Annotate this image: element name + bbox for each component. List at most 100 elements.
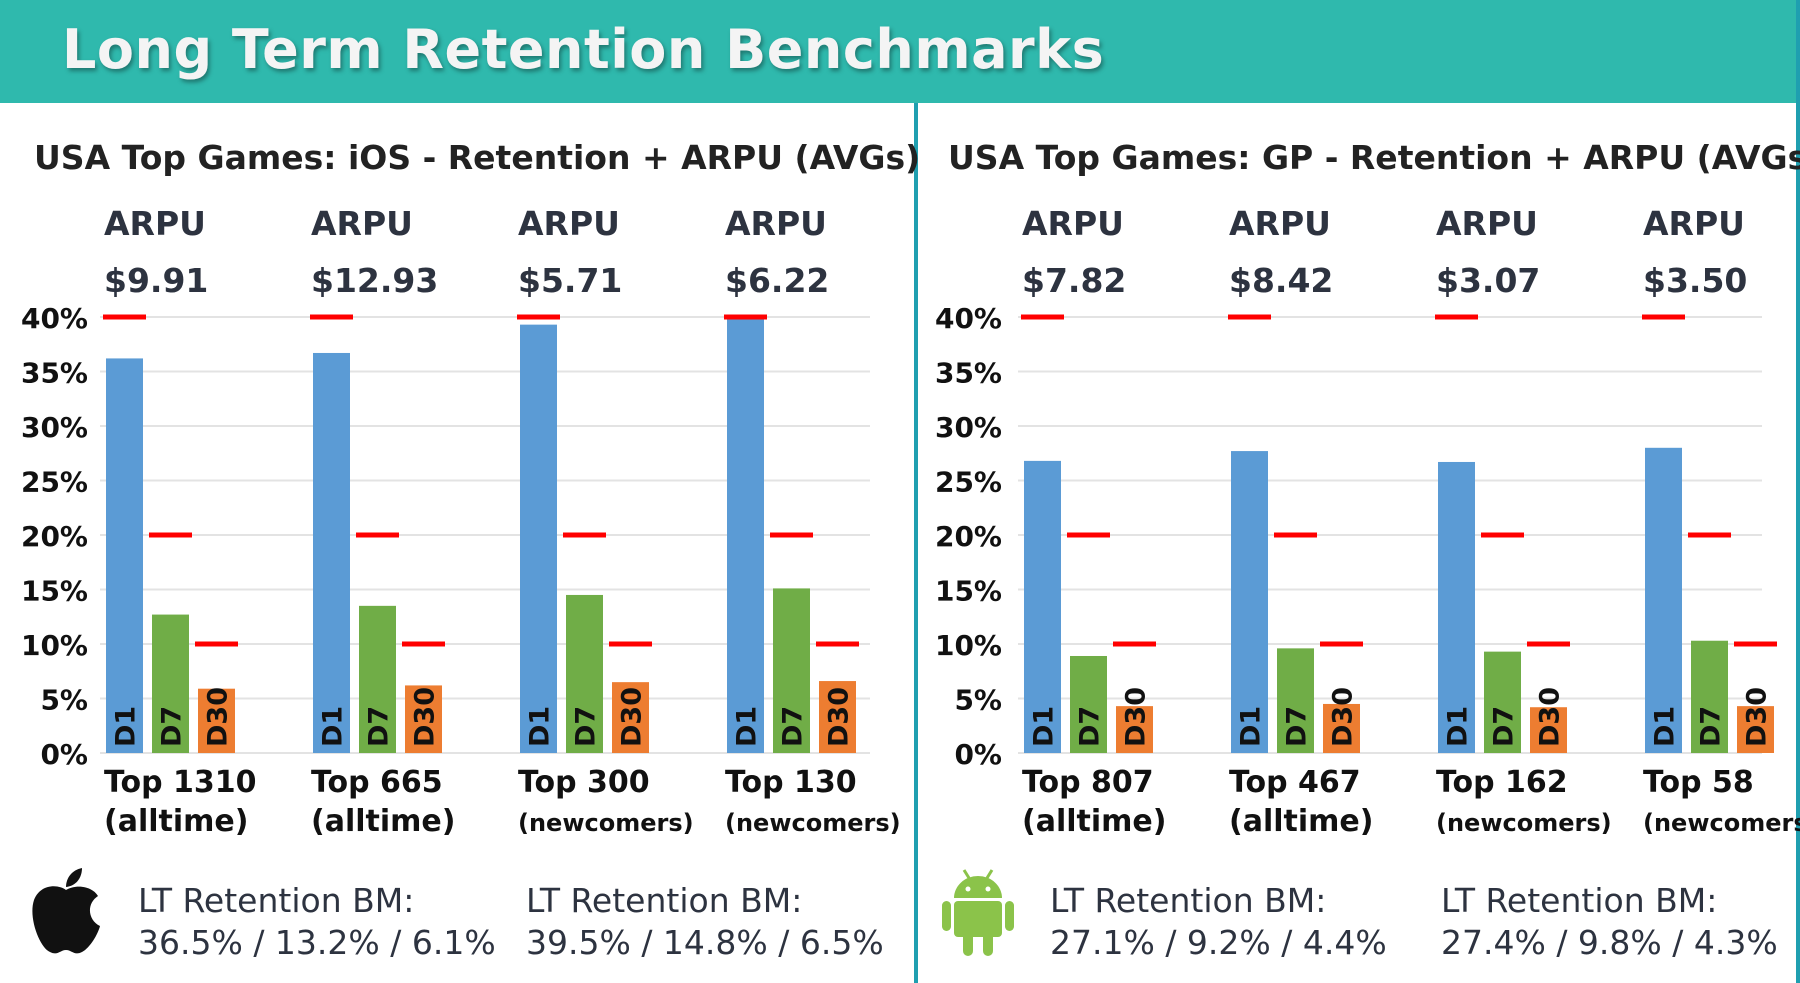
y-tick-label: 35% bbox=[21, 357, 88, 390]
arpu-label: ARPU bbox=[1643, 204, 1745, 243]
bar-label: D7 bbox=[778, 706, 809, 747]
bar-label: D7 bbox=[1075, 706, 1106, 747]
bar-d1 bbox=[1438, 461, 1475, 753]
bar-label: D7 bbox=[364, 706, 395, 747]
ios-chart-title: USA Top Games: iOS - Retention + ARPU (A… bbox=[34, 138, 921, 177]
right-border bbox=[1796, 0, 1800, 983]
y-tick-label: 10% bbox=[935, 629, 1002, 662]
category-sublabel: (newcomers) bbox=[518, 809, 694, 837]
bar-label: D1 bbox=[732, 706, 763, 747]
category-label: Top 162 bbox=[1436, 765, 1568, 800]
lt-bm-label: LT Retention BM: bbox=[1050, 881, 1327, 920]
lt-bm-value: 36.5% / 13.2% / 6.1% bbox=[138, 923, 496, 962]
category-sublabel: (newcomers) bbox=[725, 809, 901, 837]
bar-label: D7 bbox=[157, 706, 188, 747]
category-sublabel: (alltime) bbox=[1229, 804, 1373, 839]
y-tick-label: 25% bbox=[935, 466, 1002, 499]
bar-label: D1 bbox=[525, 706, 556, 747]
bar-d1 bbox=[1024, 460, 1061, 753]
lt-bm-label: LT Retention BM: bbox=[1441, 881, 1718, 920]
bar-d7 bbox=[1691, 640, 1728, 753]
y-tick-label: 5% bbox=[954, 684, 1002, 717]
lt-bm-label: LT Retention BM: bbox=[526, 881, 803, 920]
lt-bm-label: LT Retention BM: bbox=[138, 881, 415, 920]
bar-label: D1 bbox=[1029, 706, 1060, 747]
category-label: Top 665 bbox=[311, 765, 443, 800]
bar-d1 bbox=[727, 318, 764, 753]
arpu-label: ARPU bbox=[1229, 204, 1331, 243]
bar-d1 bbox=[520, 324, 557, 753]
bar-label: D30 bbox=[410, 687, 441, 747]
bar-label: D30 bbox=[1742, 687, 1773, 747]
category-label: Top 130 bbox=[725, 765, 857, 800]
bar-label: D1 bbox=[318, 706, 349, 747]
category-label: Top 1310 bbox=[104, 765, 257, 800]
bar-label: D30 bbox=[1535, 687, 1566, 747]
arpu-value: $8.42 bbox=[1229, 261, 1333, 300]
category-sublabel: (alltime) bbox=[1022, 804, 1166, 839]
bar-d30 bbox=[198, 688, 235, 753]
gp-lt-bm-2: LT Retention BM: 27.4% / 9.8% / 4.3% bbox=[1441, 880, 1778, 964]
category-label: Top 467 bbox=[1229, 765, 1361, 800]
bar-label: D7 bbox=[571, 706, 602, 747]
y-tick-label: 15% bbox=[21, 575, 88, 608]
bar-d7 bbox=[152, 614, 189, 753]
bar-label: D30 bbox=[824, 687, 855, 747]
y-tick-label: 25% bbox=[21, 466, 88, 499]
bar-d30 bbox=[1530, 707, 1567, 753]
bar-label: D7 bbox=[1282, 706, 1313, 747]
page-title: Long Term Retention Benchmarks bbox=[62, 18, 1105, 81]
bar-label: D30 bbox=[1328, 687, 1359, 747]
arpu-label: ARPU bbox=[518, 204, 620, 243]
arpu-label: ARPU bbox=[104, 204, 206, 243]
bar-label: D1 bbox=[1236, 706, 1267, 747]
category-label: Top 58 bbox=[1643, 765, 1754, 800]
bar-label: D30 bbox=[1121, 687, 1152, 747]
bar-label: D30 bbox=[617, 687, 648, 747]
bar-label: D1 bbox=[1650, 706, 1681, 747]
y-tick-label: 40% bbox=[21, 302, 88, 335]
y-tick-label: 0% bbox=[40, 738, 88, 771]
ios-lt-bm-2: LT Retention BM: 39.5% / 14.8% / 6.5% bbox=[526, 880, 884, 964]
bar-d7 bbox=[773, 588, 810, 753]
category-sublabel: (alltime) bbox=[311, 804, 455, 839]
lt-bm-value: 27.1% / 9.2% / 4.4% bbox=[1050, 923, 1387, 962]
bar-d30 bbox=[1323, 703, 1360, 753]
bar-d1 bbox=[106, 358, 143, 753]
lt-bm-value: 27.4% / 9.8% / 4.3% bbox=[1441, 923, 1778, 962]
y-tick-label: 10% bbox=[21, 629, 88, 662]
arpu-label: ARPU bbox=[1022, 204, 1124, 243]
bar-d30 bbox=[1737, 706, 1774, 753]
bar-label: D30 bbox=[203, 687, 234, 747]
bar-d1 bbox=[1231, 451, 1268, 753]
arpu-value: $3.50 bbox=[1643, 261, 1747, 300]
bar-d30 bbox=[819, 681, 856, 753]
bar-label: D7 bbox=[1696, 706, 1727, 747]
arpu-value: $9.91 bbox=[104, 261, 208, 300]
gp-lt-bm-1: LT Retention BM: 27.1% / 9.2% / 4.4% bbox=[1050, 880, 1387, 964]
bar-d1 bbox=[313, 352, 350, 753]
bar-d7 bbox=[359, 605, 396, 753]
category-label: Top 300 bbox=[518, 765, 650, 800]
category-sublabel: (newcomers) bbox=[1643, 809, 1800, 837]
ios-lt-bm-1: LT Retention BM: 36.5% / 13.2% / 6.1% bbox=[138, 880, 496, 964]
bar-d30 bbox=[405, 685, 442, 753]
arpu-value: $5.71 bbox=[518, 261, 622, 300]
y-tick-label: 35% bbox=[935, 357, 1002, 390]
arpu-value: $12.93 bbox=[311, 261, 438, 300]
panel-divider bbox=[914, 103, 918, 983]
y-tick-label: 40% bbox=[935, 302, 1002, 335]
bar-label: D7 bbox=[1489, 706, 1520, 747]
y-tick-label: 0% bbox=[954, 738, 1002, 771]
y-tick-label: 15% bbox=[935, 575, 1002, 608]
bar-d7 bbox=[1484, 651, 1521, 753]
apple-icon bbox=[32, 868, 100, 954]
category-sublabel: (newcomers) bbox=[1436, 809, 1612, 837]
arpu-value: $7.82 bbox=[1022, 261, 1126, 300]
y-tick-label: 5% bbox=[40, 684, 88, 717]
arpu-label: ARPU bbox=[1436, 204, 1538, 243]
bar-d30 bbox=[612, 682, 649, 753]
arpu-label: ARPU bbox=[311, 204, 413, 243]
bar-d7 bbox=[566, 594, 603, 753]
